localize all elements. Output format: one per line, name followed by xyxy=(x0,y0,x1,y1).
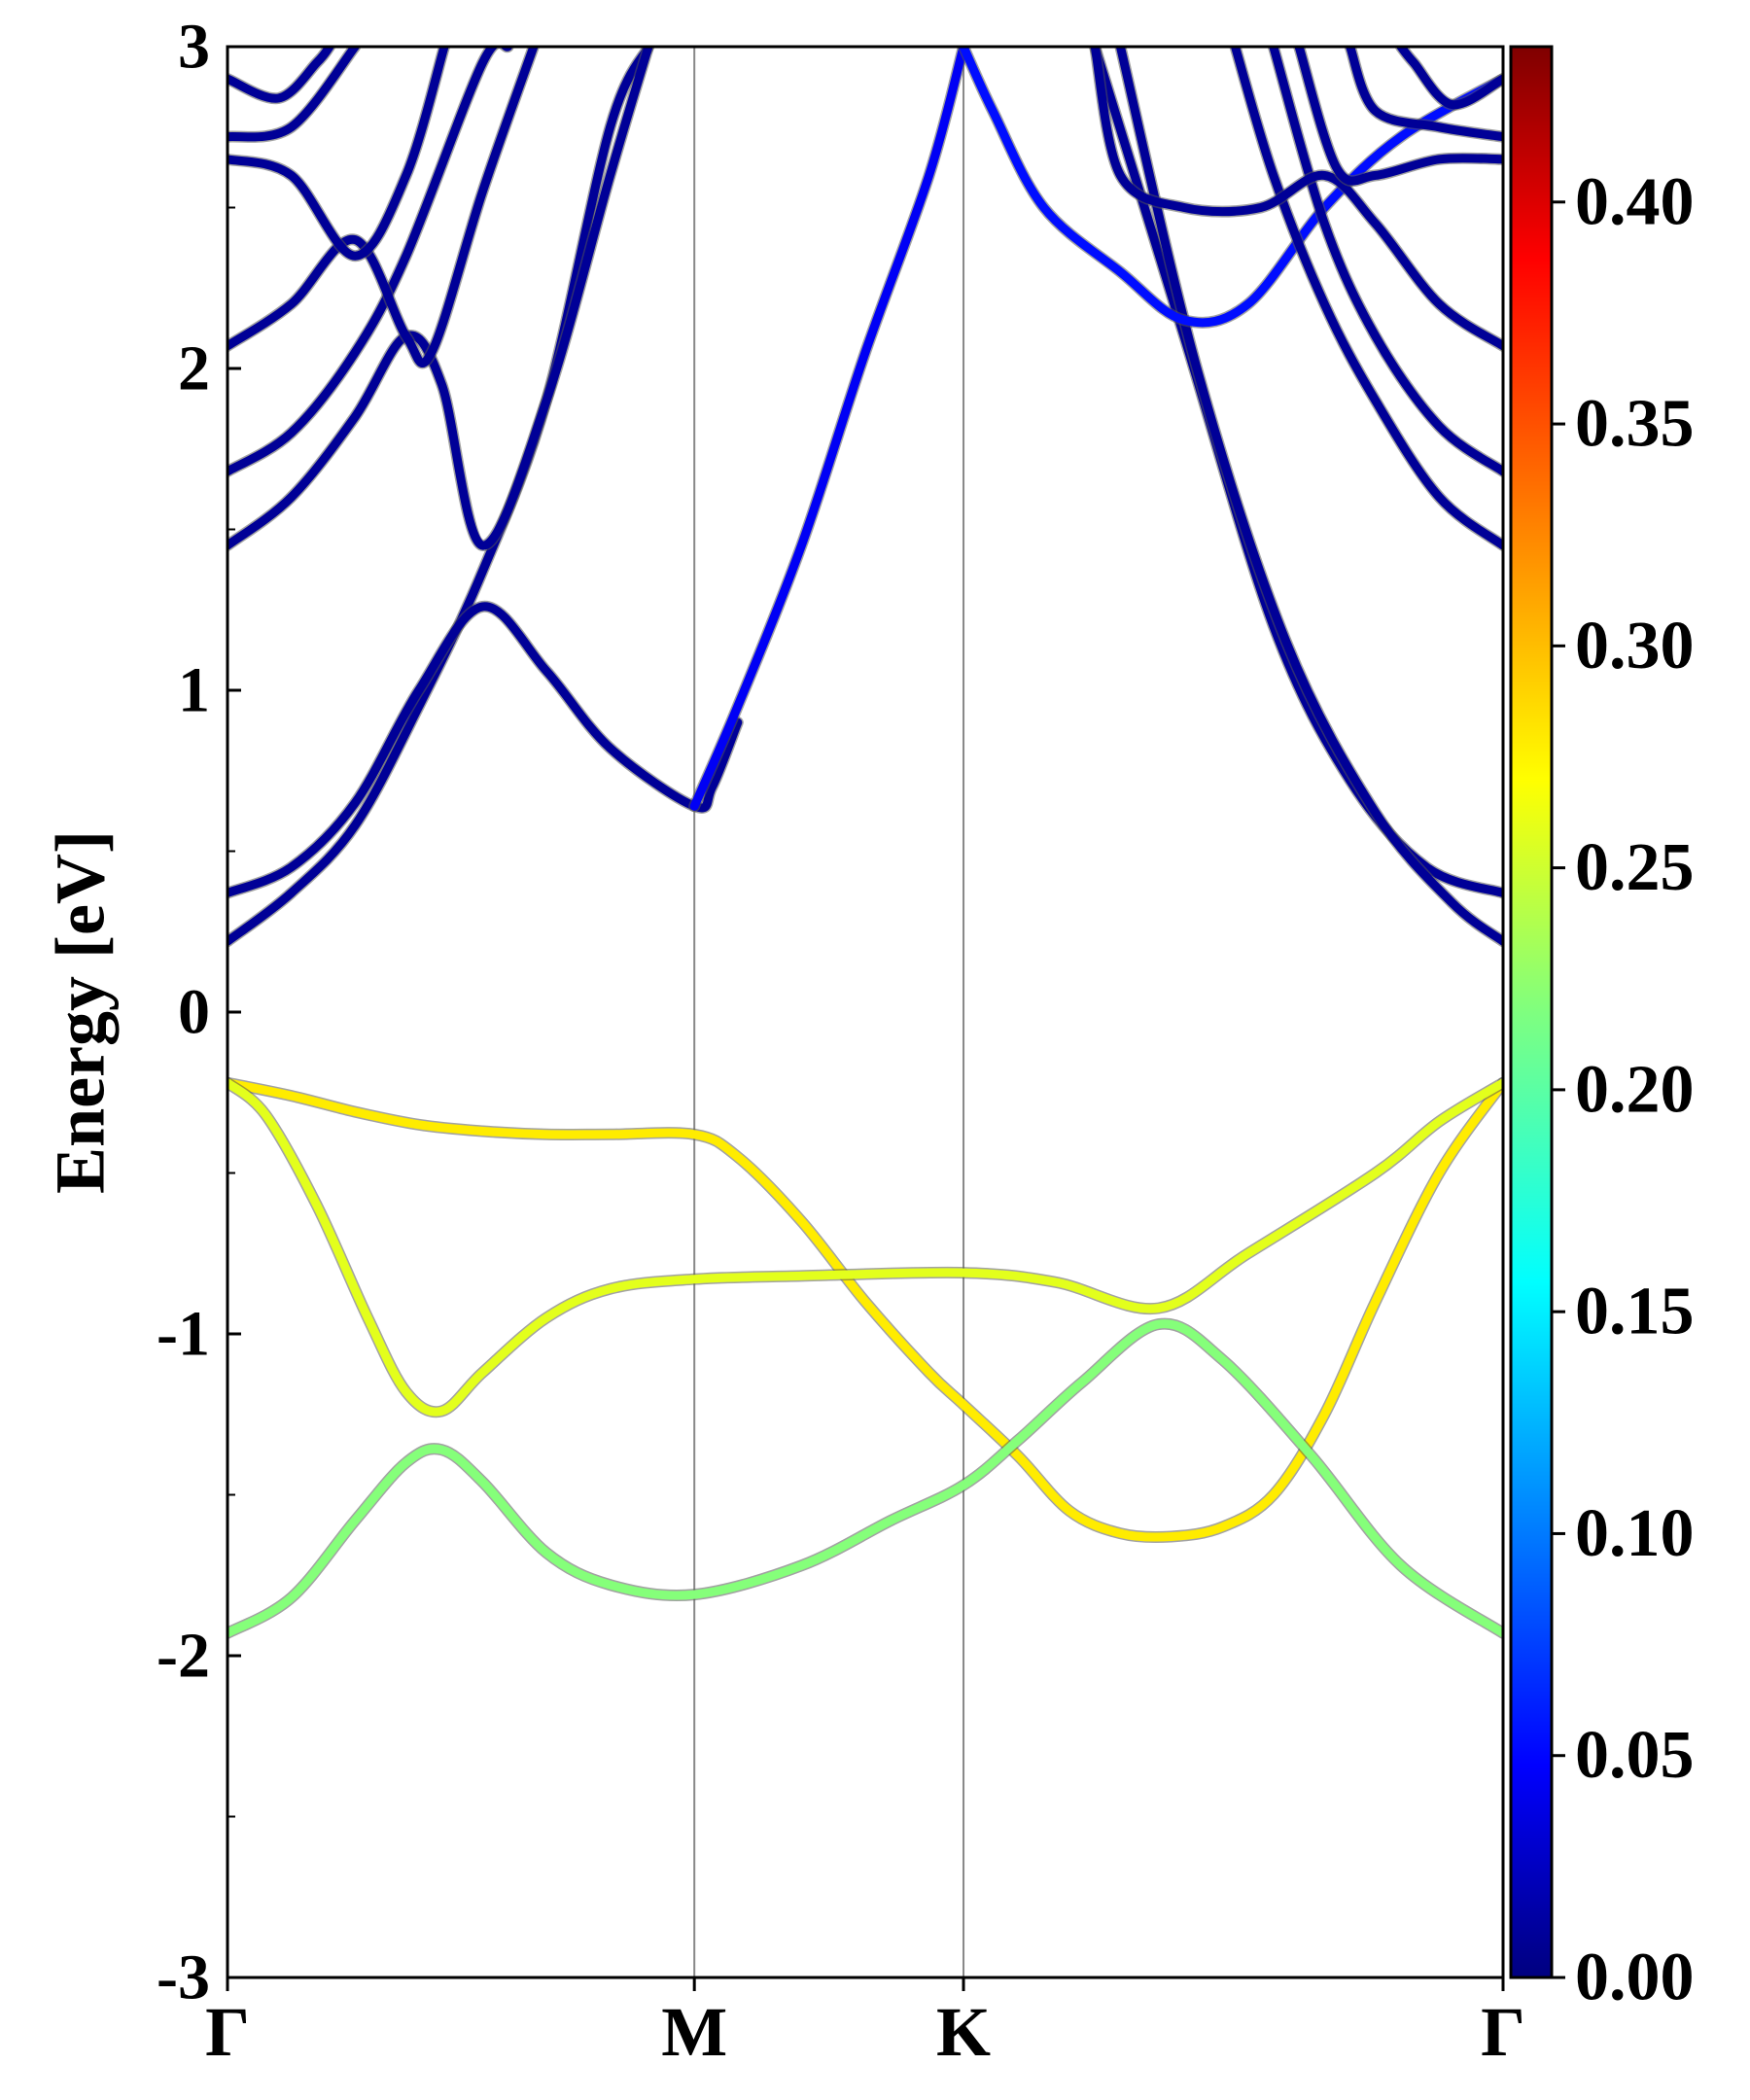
x-tick-label: M xyxy=(661,1993,727,2071)
y-tick-label: 0 xyxy=(178,977,210,1048)
band-line xyxy=(228,602,743,897)
high-symmetry-lines xyxy=(693,47,965,1978)
band-outline xyxy=(1089,47,1503,899)
band-line xyxy=(228,47,360,142)
bands xyxy=(228,47,1503,1639)
band-line xyxy=(228,47,653,550)
band-line xyxy=(228,47,653,946)
x-tick-label: Γ xyxy=(205,1993,250,2071)
band-outline xyxy=(228,1317,1503,1639)
band-line xyxy=(1090,47,1503,351)
colorbar-tick-label: 0.05 xyxy=(1575,1718,1695,1793)
y-axis-ticks: 3 2 1 0 -1 -2 -3 xyxy=(157,12,241,2013)
band-line xyxy=(228,1319,1503,1638)
band-outline xyxy=(228,600,744,899)
y-tick-label: -3 xyxy=(157,1942,210,2013)
band-line xyxy=(689,47,968,811)
x-tick-label: Γ xyxy=(1481,1993,1525,2071)
band-line xyxy=(1115,47,1503,946)
y-tick-label: -2 xyxy=(157,1621,210,1692)
colorbar-tick-label: 0.25 xyxy=(1575,830,1695,905)
band-line xyxy=(228,1078,1503,1542)
band-line xyxy=(228,47,539,368)
colorbar-tick-label: 0.15 xyxy=(1575,1275,1695,1349)
colorbar-ticks: 0.40 0.35 0.30 0.25 0.20 0.15 0.10 0.05 0.00 xyxy=(1552,164,1695,2015)
band-outline xyxy=(688,47,969,813)
x-tick-label: K xyxy=(936,1993,991,2071)
band-line xyxy=(228,47,449,261)
band-outline xyxy=(228,1076,1503,1418)
colorbar-tick-label: 0.40 xyxy=(1575,164,1695,239)
colorbar-tick-label: 0.10 xyxy=(1575,1496,1695,1571)
band-outline xyxy=(228,1076,1503,1544)
band-outline xyxy=(1395,47,1503,111)
y-tick-label: 3 xyxy=(178,12,210,83)
y-tick-label: 1 xyxy=(178,655,210,726)
band-line xyxy=(1346,47,1503,142)
y-tick-label: 2 xyxy=(178,333,210,404)
band-line xyxy=(1090,47,1503,897)
colorbar-tick-label: 0.35 xyxy=(1575,387,1695,462)
colorbar-tick-label: 0.00 xyxy=(1575,1941,1695,2015)
colorbar-tick-label: 0.30 xyxy=(1575,609,1695,683)
band-line xyxy=(1231,47,1503,550)
band-line xyxy=(1269,47,1503,476)
y-axis-label: Energy [eV] xyxy=(42,830,120,1194)
y-tick-label: -1 xyxy=(157,1299,210,1370)
colorbar-tick-label: 0.20 xyxy=(1575,1052,1695,1127)
colorbar: 0.40 0.35 0.30 0.25 0.20 0.15 0.10 0.05 0.00 xyxy=(1509,45,1695,2015)
band-outline xyxy=(1229,47,1503,551)
band-line xyxy=(959,47,1503,328)
colorbar-gradient xyxy=(1509,45,1554,1979)
band-line xyxy=(228,1078,1503,1417)
band-line xyxy=(1396,47,1503,110)
band-line xyxy=(1294,47,1503,186)
band-line xyxy=(228,47,334,103)
